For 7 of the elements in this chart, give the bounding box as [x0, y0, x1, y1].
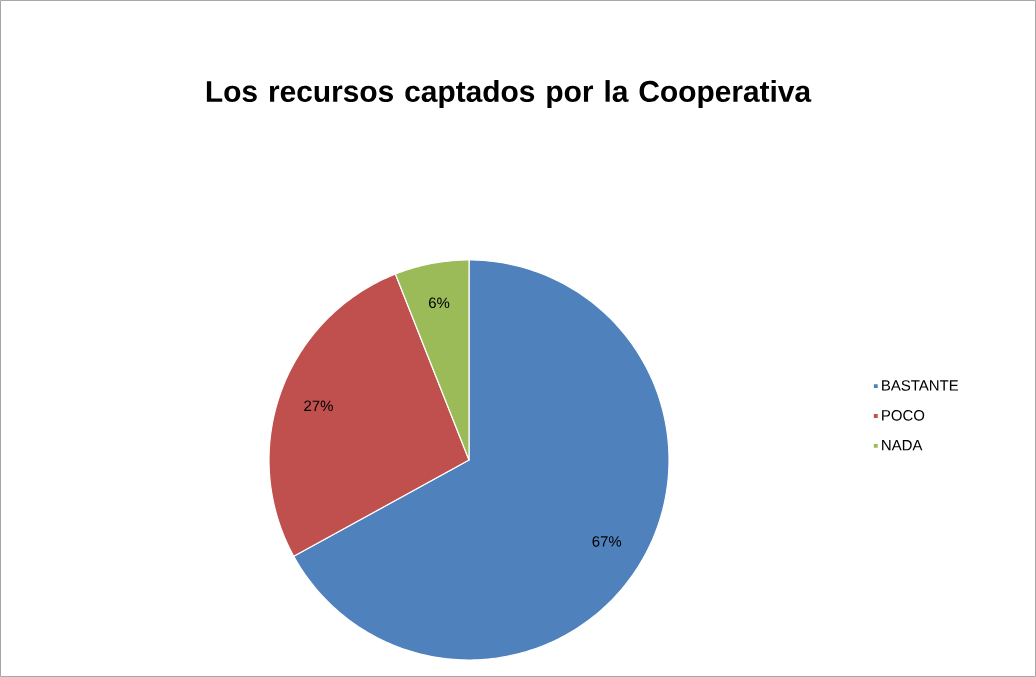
chart-title: Los recursos captados por la Cooperativa: [206, 80, 812, 108]
legend-label: BASTANTE: [882, 380, 959, 391]
legend-label: NADA: [882, 440, 923, 451]
data-label: 67%: [592, 536, 622, 547]
legend-label: POCO: [882, 410, 925, 421]
data-label: 6%: [429, 297, 450, 309]
data-label: 27%: [304, 400, 333, 412]
